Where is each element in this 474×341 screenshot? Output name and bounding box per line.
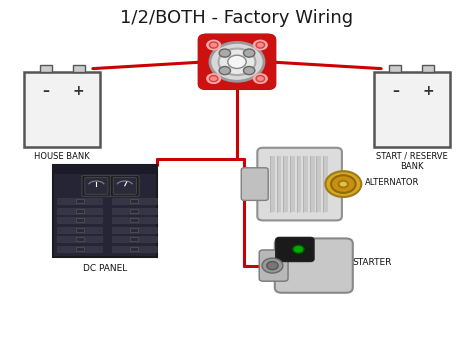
FancyBboxPatch shape: [53, 165, 156, 257]
Bar: [277, 156, 282, 212]
Circle shape: [253, 40, 268, 50]
Text: –: –: [42, 84, 49, 98]
Bar: [130, 199, 138, 203]
FancyBboxPatch shape: [257, 148, 342, 220]
Circle shape: [331, 175, 356, 193]
Bar: [130, 247, 138, 251]
FancyBboxPatch shape: [374, 72, 450, 147]
Bar: [422, 64, 434, 72]
Bar: [303, 156, 308, 212]
FancyBboxPatch shape: [85, 178, 108, 194]
Bar: [297, 156, 301, 212]
Text: DC PANEL: DC PANEL: [82, 264, 127, 273]
Circle shape: [293, 245, 304, 253]
FancyBboxPatch shape: [112, 246, 156, 252]
FancyBboxPatch shape: [57, 226, 102, 233]
Bar: [53, 165, 156, 174]
Bar: [323, 156, 328, 212]
FancyBboxPatch shape: [259, 250, 288, 281]
Text: 1/2/BOTH - Factory Wiring: 1/2/BOTH - Factory Wiring: [120, 9, 354, 27]
Bar: [76, 247, 83, 251]
Bar: [76, 218, 83, 222]
Circle shape: [210, 42, 218, 48]
Bar: [73, 64, 84, 72]
FancyBboxPatch shape: [198, 34, 276, 90]
FancyBboxPatch shape: [198, 34, 276, 90]
Circle shape: [206, 40, 221, 50]
Text: +: +: [423, 84, 434, 98]
FancyBboxPatch shape: [57, 208, 102, 213]
FancyBboxPatch shape: [82, 176, 111, 196]
Text: START / RESERVE
BANK: START / RESERVE BANK: [376, 152, 448, 171]
Circle shape: [210, 76, 218, 81]
Circle shape: [253, 73, 268, 84]
Circle shape: [228, 55, 246, 69]
Circle shape: [219, 49, 230, 57]
Bar: [76, 227, 83, 232]
FancyBboxPatch shape: [112, 217, 156, 223]
FancyBboxPatch shape: [24, 72, 100, 147]
FancyBboxPatch shape: [112, 208, 156, 213]
FancyBboxPatch shape: [57, 198, 102, 204]
FancyBboxPatch shape: [275, 238, 353, 293]
Circle shape: [244, 66, 255, 75]
FancyBboxPatch shape: [112, 198, 156, 204]
Circle shape: [206, 73, 221, 84]
Circle shape: [244, 49, 255, 57]
FancyBboxPatch shape: [276, 237, 314, 262]
Text: ALTERNATOR: ALTERNATOR: [365, 178, 419, 187]
Bar: [130, 218, 138, 222]
Circle shape: [210, 42, 264, 81]
Bar: [76, 199, 83, 203]
FancyBboxPatch shape: [112, 226, 156, 233]
Bar: [317, 156, 321, 212]
Circle shape: [325, 171, 361, 197]
FancyBboxPatch shape: [57, 217, 102, 223]
FancyBboxPatch shape: [110, 176, 139, 196]
Text: –: –: [392, 84, 399, 98]
FancyBboxPatch shape: [241, 168, 268, 201]
Bar: [130, 227, 138, 232]
Circle shape: [267, 262, 278, 270]
Bar: [130, 209, 138, 212]
Text: +: +: [73, 84, 84, 98]
FancyBboxPatch shape: [113, 178, 137, 194]
Bar: [130, 237, 138, 241]
Bar: [283, 156, 288, 212]
Bar: [76, 209, 83, 212]
Circle shape: [262, 258, 283, 273]
Bar: [76, 237, 83, 241]
Bar: [290, 156, 295, 212]
FancyBboxPatch shape: [57, 246, 102, 252]
Text: STARTER: STARTER: [353, 258, 392, 267]
Text: HOUSE BANK: HOUSE BANK: [34, 152, 90, 161]
Bar: [270, 156, 275, 212]
Bar: [390, 64, 401, 72]
FancyBboxPatch shape: [57, 236, 102, 242]
Circle shape: [219, 66, 230, 75]
FancyBboxPatch shape: [112, 236, 156, 242]
Bar: [310, 156, 315, 212]
Circle shape: [256, 42, 264, 48]
Circle shape: [219, 48, 255, 75]
Circle shape: [256, 76, 264, 81]
Bar: [40, 64, 52, 72]
Circle shape: [338, 181, 348, 188]
